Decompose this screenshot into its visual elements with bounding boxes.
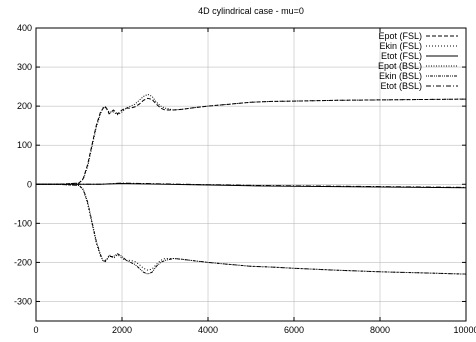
series-line-0 — [36, 97, 467, 185]
legend-label-1: Ekin (FSL) — [379, 41, 422, 51]
series-line-1 — [36, 183, 467, 275]
grid-layer — [36, 28, 466, 321]
x-tick-label: 10000 — [453, 325, 476, 335]
y-tick-label: 0 — [27, 179, 32, 189]
tick-layer: 0 2000 4000 6000 8000 10000 -300 -200 -100 0 100 20… — [14, 23, 476, 335]
x-tick-label: 4000 — [198, 325, 218, 335]
series-line-4 — [36, 183, 467, 275]
series-line-3 — [36, 93, 467, 185]
x-tick-label: 6000 — [284, 325, 304, 335]
y-tick-label: 200 — [17, 101, 32, 111]
y-tick-label: -300 — [14, 296, 32, 306]
legend: Epot (FSL)Ekin (FSL)Etot (FSL)Epot (BSL)… — [378, 31, 458, 91]
legend-label-0: Epot (FSL) — [378, 31, 422, 41]
x-tick-label: 0 — [33, 325, 38, 335]
y-tick-label: -200 — [14, 257, 32, 267]
x-tick-label: 2000 — [112, 325, 132, 335]
legend-label-4: Ekin (BSL) — [379, 71, 422, 81]
legend-label-5: Etot (BSL) — [380, 81, 422, 91]
y-tick-label: 100 — [17, 140, 32, 150]
y-tick-label: 300 — [17, 62, 32, 72]
plot-frame — [35, 27, 467, 322]
x-tick-label: 8000 — [370, 325, 390, 335]
series-layer — [36, 93, 467, 275]
legend-label-2: Etot (FSL) — [381, 51, 422, 61]
series-line-5 — [36, 182, 467, 188]
y-tick-label: 400 — [17, 23, 32, 33]
legend-label-3: Epot (BSL) — [378, 61, 422, 71]
y-tick-label: -100 — [14, 218, 32, 228]
chart-title: 4D cylindrical case - mu=0 — [198, 6, 304, 16]
